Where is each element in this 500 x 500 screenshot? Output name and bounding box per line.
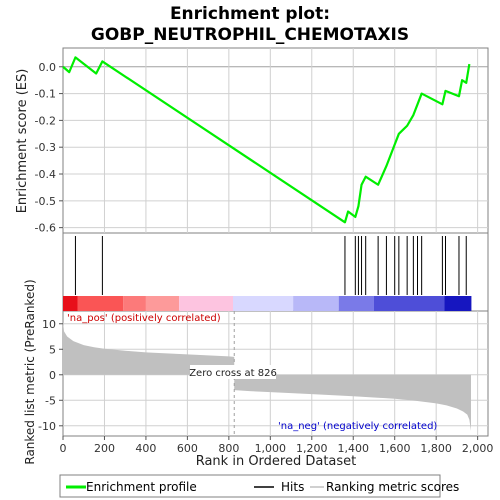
metric-y-axis-title: Ranked list metric (PreRanked) bbox=[23, 279, 37, 464]
es-line-layer bbox=[62, 56, 471, 224]
legend-item-hits: Hits bbox=[254, 480, 304, 494]
metric-y-tick-label: 5 bbox=[49, 343, 56, 356]
x-tick-label: 1,800 bbox=[420, 442, 452, 455]
es-y-axis-title: Enrichment score (ES) bbox=[15, 69, 30, 214]
es-y-tick-label: -0.5 bbox=[35, 195, 56, 208]
heatmap-segment bbox=[77, 296, 124, 311]
metric-y-tick-label: 0 bbox=[49, 369, 56, 382]
es-y-tick-label: -0.1 bbox=[35, 88, 56, 101]
x-tick-label: 1,200 bbox=[296, 442, 328, 455]
positive-correlation-label: 'na_pos' (positively correlated) bbox=[67, 313, 221, 324]
heatmap-segment bbox=[233, 296, 294, 311]
heatmap-segment bbox=[444, 296, 472, 311]
heatmap-segment bbox=[293, 296, 339, 311]
zero-cross-label: Zero cross at 826 bbox=[189, 368, 277, 379]
heatmap-segment bbox=[338, 296, 374, 311]
heatmap-segment bbox=[145, 296, 180, 311]
hits-layer bbox=[74, 236, 467, 295]
x-tick-label: 0 bbox=[60, 442, 67, 455]
metric-y-tick-label: -10 bbox=[38, 420, 56, 433]
heatmap-layer bbox=[63, 296, 472, 311]
legend-label-ranking: Ranking metric scores bbox=[326, 480, 459, 494]
es-panel-frame bbox=[62, 47, 489, 234]
heatmap-segment bbox=[63, 296, 78, 311]
x-tick-label: 1,000 bbox=[255, 442, 287, 455]
es-y-tick-label: -0.6 bbox=[35, 222, 56, 235]
es-y-tick-label: -0.3 bbox=[35, 141, 56, 154]
heatmap-segment bbox=[123, 296, 146, 311]
legend-label-enrichment: Enrichment profile bbox=[86, 480, 197, 494]
x-tick-label: 1,400 bbox=[337, 442, 369, 455]
zero-cross-label-bg bbox=[190, 365, 276, 379]
x-tick-label: 800 bbox=[218, 442, 239, 455]
es-y-tick-label: -0.4 bbox=[35, 168, 56, 181]
metric-x-ticks: 0 200 400 600 800 1,000 1,200 1,400 1,600 1,800 2,… bbox=[60, 436, 494, 455]
es-y-tick-label: 0.0 bbox=[39, 61, 57, 74]
x-axis-title: Rank in Ordered Dataset bbox=[196, 454, 357, 469]
heatmap-segment bbox=[373, 296, 445, 311]
metric-y-tick-label: -5 bbox=[45, 394, 56, 407]
legend-label-hits: Hits bbox=[281, 480, 304, 494]
x-tick-label: 400 bbox=[135, 442, 156, 455]
x-tick-label: 600 bbox=[177, 442, 198, 455]
metric-y-tick-label: 10 bbox=[42, 318, 56, 331]
metric-y-ticks: 10 5 0 -5 -10 bbox=[38, 318, 63, 433]
es-y-tick-label: -0.2 bbox=[35, 114, 56, 127]
legend-item-enrichment: Enrichment profile bbox=[66, 480, 197, 494]
legend-box bbox=[59, 474, 441, 498]
enrichment-profile-line bbox=[62, 56, 471, 224]
x-tick-label: 2,000 bbox=[462, 442, 494, 455]
x-tick-label: 1,600 bbox=[379, 442, 411, 455]
negative-correlation-label: 'na_neg' (negatively correlated) bbox=[278, 421, 437, 432]
x-tick-label: 200 bbox=[94, 442, 115, 455]
chart-subtitle: GOBP_NEUTROPHIL_CHEMOTAXIS bbox=[91, 25, 409, 45]
heatmap-segment bbox=[179, 296, 233, 311]
chart-title: Enrichment plot: bbox=[170, 4, 330, 24]
es-grid bbox=[63, 48, 488, 233]
legend-item-ranking: Ranking metric scores bbox=[310, 480, 459, 494]
es-y-ticks: 0.0 -0.1 -0.2 -0.3 -0.4 -0.5 -0.6 bbox=[35, 61, 63, 235]
